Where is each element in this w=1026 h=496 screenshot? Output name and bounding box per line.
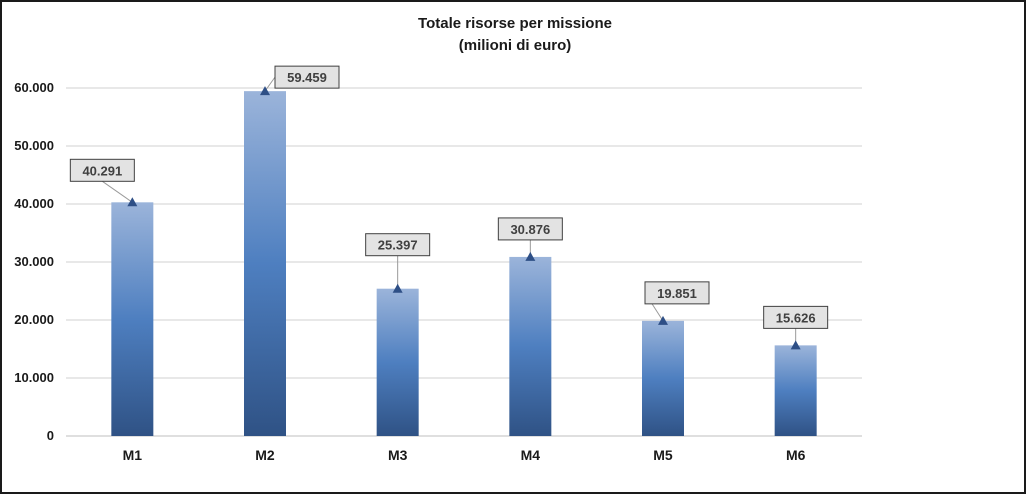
data-label-box	[497, 217, 563, 241]
data-label: 15.626	[776, 310, 816, 325]
x-tick-label: M1	[123, 447, 143, 463]
data-label-box	[69, 158, 135, 182]
triangle-marker-icon	[658, 315, 668, 325]
x-tick-label: M5	[653, 447, 673, 463]
triangle-marker-icon	[790, 340, 801, 350]
data-label-box	[763, 305, 829, 329]
data-label: 25.397	[378, 238, 418, 253]
y-tick-label: 0	[47, 428, 54, 443]
x-tick-label: M2	[255, 447, 275, 463]
data-label-leader	[102, 180, 133, 203]
y-tick-label: 50.000	[14, 138, 54, 153]
bar-m6	[774, 345, 817, 436]
triangle-marker-icon	[260, 86, 270, 96]
y-tick-label: 30.000	[14, 254, 54, 269]
data-label: 19.851	[657, 286, 697, 301]
chart-title: Totale risorse per missione	[418, 15, 612, 32]
x-tick-label: M3	[388, 447, 408, 463]
y-tick-label: 10.000	[14, 370, 54, 385]
x-tick-label: M6	[786, 447, 806, 463]
bar-m4	[509, 256, 552, 436]
y-tick-label: 60.000	[14, 80, 54, 95]
chart-subtitle: (milioni di euro)	[459, 37, 572, 54]
bar-m2	[244, 91, 286, 436]
data-label: 59.459	[287, 70, 327, 85]
data-label-leader	[264, 76, 276, 92]
data-label-box	[274, 65, 340, 89]
triangle-marker-icon	[525, 251, 536, 261]
triangle-marker-icon	[392, 283, 403, 293]
bar-m1	[111, 202, 154, 436]
y-tick-label: 20.000	[14, 312, 54, 327]
data-label-box	[365, 233, 431, 257]
bar-m5	[642, 320, 684, 436]
bar-m3	[376, 288, 419, 436]
data-label: 40.291	[82, 163, 122, 178]
data-label-box	[644, 281, 710, 305]
data-label: 30.876	[510, 222, 550, 237]
x-tick-label: M4	[521, 447, 541, 463]
triangle-marker-icon	[127, 197, 138, 207]
y-tick-label: 40.000	[14, 196, 54, 211]
